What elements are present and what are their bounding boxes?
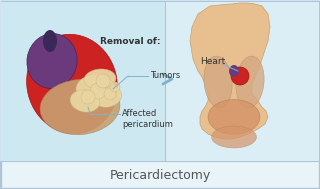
Circle shape xyxy=(104,88,116,100)
FancyBboxPatch shape xyxy=(1,2,166,161)
Circle shape xyxy=(90,83,106,99)
Circle shape xyxy=(96,74,110,88)
Ellipse shape xyxy=(212,126,257,148)
Ellipse shape xyxy=(40,79,120,135)
Text: Affected
pericardium: Affected pericardium xyxy=(122,109,173,129)
Text: Removal of:: Removal of: xyxy=(100,36,161,46)
FancyBboxPatch shape xyxy=(0,161,320,189)
Ellipse shape xyxy=(76,75,114,103)
Ellipse shape xyxy=(43,30,57,52)
Ellipse shape xyxy=(231,67,249,85)
Circle shape xyxy=(110,82,120,92)
Ellipse shape xyxy=(84,69,116,89)
Text: Tumors: Tumors xyxy=(150,71,180,81)
Ellipse shape xyxy=(229,65,239,77)
Polygon shape xyxy=(190,3,270,139)
Ellipse shape xyxy=(204,56,232,108)
Ellipse shape xyxy=(27,34,117,134)
Text: Pericardiectomy: Pericardiectomy xyxy=(109,170,211,183)
Ellipse shape xyxy=(94,87,122,107)
Ellipse shape xyxy=(208,99,260,135)
FancyBboxPatch shape xyxy=(166,2,319,161)
Ellipse shape xyxy=(236,56,264,108)
Circle shape xyxy=(81,90,95,104)
Ellipse shape xyxy=(70,90,100,112)
Ellipse shape xyxy=(27,34,77,88)
Text: Heart: Heart xyxy=(200,57,225,67)
